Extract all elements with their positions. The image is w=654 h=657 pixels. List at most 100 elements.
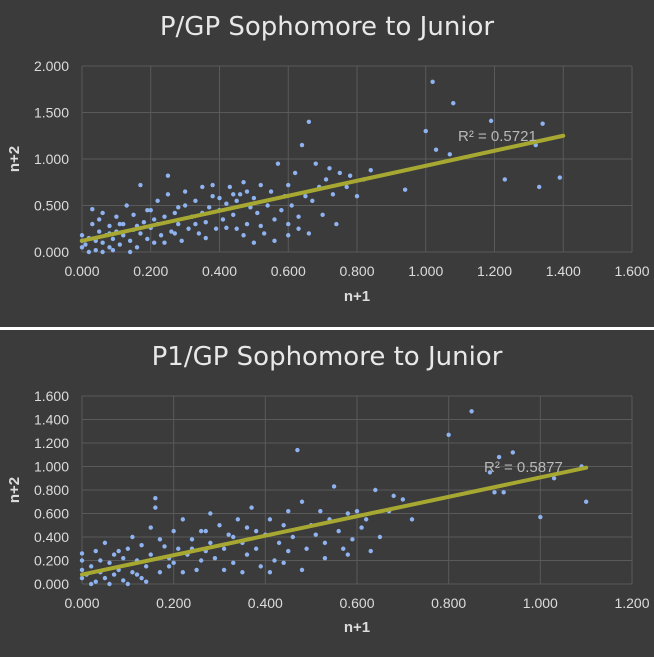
data-point [226,532,231,537]
y-tick-labels: 0.000 0.200 0.400 0.600 0.800 1.000 1.200 1.400… [34,388,69,592]
data-point [341,546,346,551]
data-point [363,517,369,522]
data-point [127,249,133,255]
data-point [88,564,94,569]
x-tick-label: 1.400 [546,263,581,279]
data-point [165,173,171,178]
data-point [182,203,188,208]
data-point [451,101,456,106]
data-point [551,476,557,481]
data-point [409,517,415,522]
data-point [143,564,149,569]
x-tick-label: 0.400 [202,263,237,279]
data-point [331,484,337,489]
data-point [318,508,323,514]
data-point [121,555,126,561]
data-point [169,229,174,234]
y-axis-label: n+2 [6,146,23,172]
data-point [359,525,364,530]
data-point [347,173,353,178]
x-tick-labels: 0.000 0.200 0.400 0.600 0.800 1.000 1.200 [64,595,649,611]
data-point [469,409,474,414]
x-tick-label: 1.600 [614,263,649,279]
y-tick-label: 2.000 [34,58,69,74]
data-point [194,567,199,573]
chart-svg-p1gp: P1/GP Sophomore to Junior 0.000 0.200 0.40… [6,342,650,636]
data-point [327,166,332,171]
data-point [151,217,157,222]
data-point [496,454,502,460]
data-point [79,551,85,556]
data-point [253,546,259,551]
data-point [107,245,112,250]
data-point [98,558,103,563]
y-tick-label: 1.000 [34,151,69,167]
data-point [107,223,112,229]
r-squared-label: R² = 0.5721 [458,128,537,145]
data-point [93,579,98,584]
y-tick-label: 0.600 [34,506,69,522]
data-point [251,195,257,201]
data-point [231,212,236,217]
data-point [336,528,341,534]
data-point [306,119,312,125]
data-point [131,212,136,217]
data-point [345,552,351,557]
data-point [272,558,277,563]
data-point [117,221,123,227]
data-point [148,207,153,213]
x-tick-label: 0.800 [431,595,466,611]
data-point [100,249,105,255]
data-point [110,236,116,242]
data-point [200,184,205,190]
x-tick-label: 0.400 [248,595,283,611]
x-axis-label: n+1 [344,619,370,636]
data-point [433,147,439,152]
data-point [303,194,308,199]
data-point [220,217,226,222]
data-point [116,548,121,554]
data-point [423,128,428,134]
data-point [368,167,373,173]
data-point [267,570,273,575]
data-point [151,240,157,245]
data-point [217,523,222,528]
data-point [213,226,219,231]
y-axis-label: n+2 [6,477,23,503]
y-tick-label: 1.600 [34,388,69,404]
data-point [299,567,305,573]
data-point [258,182,263,188]
data-point [234,226,239,231]
data-point [224,201,229,206]
data-point [138,231,143,236]
data-point [198,528,204,534]
y-tick-label: 1.400 [34,412,69,428]
chart-title: P/GP Sophomore to Junior [160,12,495,42]
data-point [237,192,243,197]
x-tick-label: 0.600 [271,263,306,279]
data-point [276,540,282,546]
data-point [148,552,153,557]
data-point [139,543,144,548]
data-point [241,233,246,238]
data-point [79,233,85,238]
data-point [286,182,291,188]
data-point [210,194,215,199]
data-point [203,528,208,534]
data-point [258,223,263,229]
data-point [134,572,140,577]
data-point [210,182,215,188]
data-point [157,537,163,542]
data-point [155,198,160,204]
data-point [290,534,296,540]
data-point [322,555,328,561]
y-tick-label: 0.500 [34,198,69,214]
y-tick-labels: 0.000 0.500 1.000 1.500 2.000 [34,58,69,260]
data-point [203,235,208,241]
data-point [322,540,328,546]
data-point [93,247,98,253]
data-point [121,233,126,238]
data-point [111,552,117,557]
data-point [193,198,198,204]
data-point [203,220,208,225]
